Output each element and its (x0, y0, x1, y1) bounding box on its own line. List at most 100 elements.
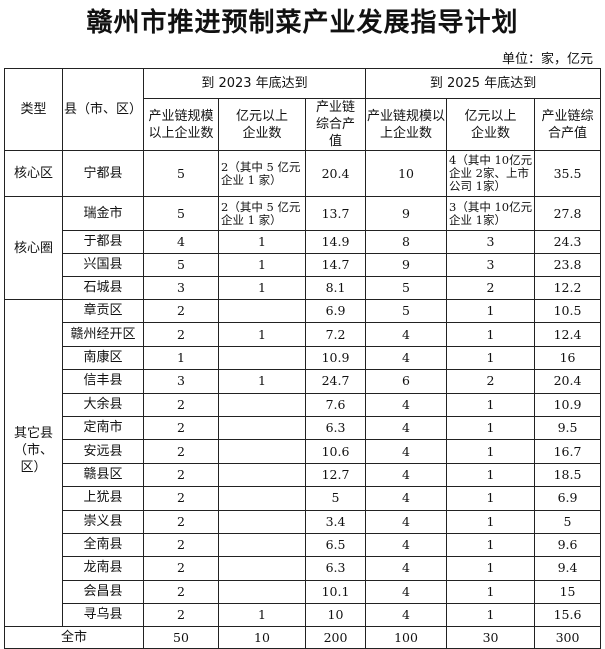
value-cell: 2 (143, 462, 219, 488)
value-cell: 6.5 (304, 532, 367, 558)
county-name: 寻乌县 (62, 603, 144, 628)
value-cell: 3 (143, 369, 219, 394)
header-2023-scale: 产业链规模以上企业数 (143, 98, 219, 151)
value-cell: 2 (143, 509, 219, 534)
total-value-cell: 300 (534, 626, 602, 649)
value-cell: 10.5 (534, 298, 602, 324)
value-cell: 3 (446, 230, 536, 254)
value-cell: 3 (446, 253, 536, 277)
value-cell: 2 (143, 556, 219, 581)
value-cell: 20.4 (534, 369, 602, 394)
table-row: 龙南县 2 6.3 4 1 9.4 (5, 556, 602, 581)
value-cell: 5 (365, 298, 448, 324)
value-cell: 2 (143, 486, 219, 511)
value-cell: 2 (143, 415, 219, 441)
value-cell (218, 509, 306, 534)
value-cell: 9 (365, 196, 448, 231)
value-cell (218, 415, 306, 441)
page-title: 赣州市推进预制菜产业发展指导计划 (86, 8, 519, 38)
county-name: 石城县 (62, 276, 144, 300)
value-cell: 4 (365, 486, 448, 511)
county-name: 章贡区 (62, 298, 144, 324)
value-cell: 2（其中 5 亿元企业 1 家） (218, 150, 306, 197)
value-cell: 27.8 (534, 196, 602, 231)
value-cell (218, 532, 306, 558)
value-cell: 2 (143, 532, 219, 558)
value-cell (218, 579, 306, 605)
value-cell (218, 345, 306, 371)
value-cell: 9.6 (534, 532, 602, 558)
value-cell: 9.4 (534, 556, 602, 581)
value-cell: 13.7 (304, 196, 367, 231)
county-name: 龙南县 (62, 556, 144, 581)
header-type: 类型 (4, 68, 63, 151)
county-name: 崇义县 (62, 509, 144, 534)
value-cell (218, 392, 306, 417)
table-row: 信丰县 3 1 24.7 6 2 20.4 (5, 369, 602, 394)
value-cell: 12.7 (304, 462, 367, 488)
table-row: 核心圈 瑞金市 5 2（其中 5 亿元企业 1 家） 13.7 9 3（其中 10亿元企业 … (4, 196, 602, 300)
value-cell: 1 (446, 486, 536, 511)
county-name: 赣县区 (62, 462, 144, 488)
value-cell: 4 (365, 322, 448, 347)
value-cell: 1 (446, 509, 536, 534)
value-cell: 9.5 (534, 415, 602, 441)
table-row: 全南县 2 6.5 4 1 9.6 (5, 532, 602, 558)
county-name: 宁都县 (62, 150, 144, 197)
header-2023: 到 2023 年底达到 (142, 68, 367, 99)
value-cell: 6.3 (304, 415, 367, 441)
county-name: 会昌县 (62, 579, 144, 605)
value-cell: 5 (143, 150, 219, 197)
county-name: 信丰县 (62, 369, 144, 394)
value-cell: 14.7 (304, 253, 367, 277)
county-name: 全南县 (62, 532, 144, 558)
value-cell: 15 (534, 579, 602, 605)
value-cell: 5 (143, 253, 219, 277)
group-label: 核心圈 (4, 196, 63, 300)
value-cell: 24.7 (304, 369, 367, 394)
value-cell: 6.9 (304, 298, 367, 324)
value-cell: 1 (446, 556, 536, 581)
value-cell: 1 (446, 603, 536, 628)
value-cell: 6.9 (534, 486, 602, 511)
value-cell: 4 (365, 439, 448, 464)
value-cell: 2 (143, 579, 219, 605)
county-name: 安远县 (62, 439, 144, 464)
value-cell: 3（其中 10亿元企业 1家） (446, 196, 536, 231)
value-cell: 3.4 (304, 509, 367, 534)
value-cell: 3 (143, 276, 219, 300)
value-cell: 10 (365, 150, 448, 197)
value-cell: 8.1 (304, 276, 367, 300)
value-cell: 2 (143, 392, 219, 417)
value-cell: 4（其中 10亿元企业 2家、上市公司 1家） (446, 150, 536, 197)
value-cell: 14.9 (304, 230, 367, 254)
value-cell: 1 (446, 345, 536, 371)
value-cell: 7.2 (304, 322, 367, 347)
value-cell: 4 (365, 556, 448, 581)
total-value-cell: 30 (446, 626, 536, 649)
table-row: 定南市 2 6.3 4 1 9.5 (5, 415, 602, 441)
value-cell: 4 (143, 230, 219, 254)
value-cell: 16 (534, 345, 602, 371)
group-label: 其它县（市、区） (4, 298, 63, 628)
value-cell: 23.8 (534, 253, 602, 277)
value-cell: 4 (365, 579, 448, 605)
value-cell: 5 (143, 196, 219, 231)
value-cell: 15.6 (534, 603, 602, 628)
value-cell: 1 (446, 322, 536, 347)
value-cell: 5 (534, 509, 602, 534)
value-cell: 4 (365, 415, 448, 441)
value-cell: 10.1 (304, 579, 367, 605)
value-cell: 4 (365, 603, 448, 628)
table-row: 崇义县 2 3.4 4 1 5 (5, 509, 602, 534)
value-cell: 1 (446, 298, 536, 324)
table-row: 上犹县 2 5 4 1 6.9 (5, 486, 602, 511)
group-label: 核心区 (4, 150, 63, 197)
value-cell: 1 (218, 369, 306, 394)
header-2025-scale: 产业链规模以上企业数 (365, 98, 448, 151)
value-cell: 1 (446, 439, 536, 464)
value-cell: 1 (218, 603, 306, 628)
value-cell: 1 (446, 392, 536, 417)
value-cell: 1 (446, 462, 536, 488)
value-cell: 2 (143, 322, 219, 347)
